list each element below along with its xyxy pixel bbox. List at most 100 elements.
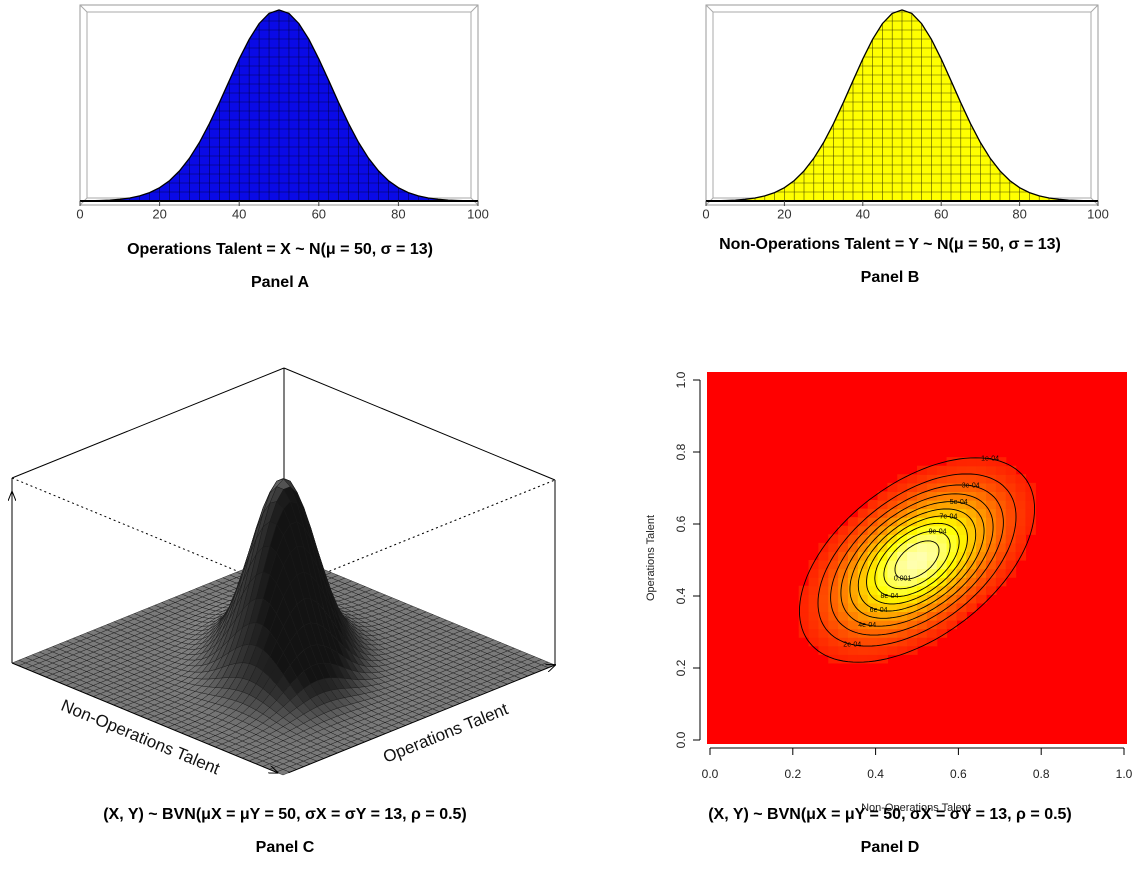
heat-cell: [926, 594, 938, 604]
heat-cell: [917, 474, 928, 484]
heat-cell: [1015, 517, 1027, 527]
heat-cell: [995, 577, 1007, 587]
heat-cell: [857, 620, 869, 630]
surface: [11, 477, 556, 776]
heat-cell: [838, 585, 849, 595]
heat-cell: [877, 620, 889, 630]
caption: (X, Y) ~ BVN(μX = μY = 50, σX = σY = 13,…: [708, 806, 1072, 823]
contour-line: [849, 501, 985, 619]
heat-cell: [946, 577, 958, 587]
heat-cell: [966, 568, 977, 578]
box-edge: [1090, 4, 1099, 13]
heat-cell: [986, 568, 997, 578]
heat-cell: [936, 585, 948, 595]
x-tick-label: 40: [232, 206, 246, 221]
heat-cell: [907, 628, 918, 638]
density-curve: [79, 9, 479, 202]
heat-cell: [828, 534, 839, 544]
heat-cell: [887, 645, 898, 655]
heat-cell: [976, 500, 987, 510]
heat-cell: [877, 594, 889, 604]
density-curve: [705, 9, 1099, 202]
heat-cell: [926, 534, 938, 544]
heat-cell: [986, 482, 997, 493]
heat-cell: [995, 491, 1007, 501]
heat-cell: [926, 474, 938, 484]
heat-cell: [897, 585, 908, 595]
heat-cell: [1015, 491, 1027, 501]
heat-cell: [946, 611, 958, 621]
panel-label: Panel C: [256, 839, 315, 856]
heat-cell: [946, 508, 958, 518]
x-tick-label: 80: [391, 206, 405, 221]
heat-cell: [867, 594, 879, 604]
heat-cell: [986, 517, 997, 527]
heat-cell: [897, 500, 908, 510]
heat-cell: [887, 534, 898, 544]
contour-label: 1e-04: [981, 456, 999, 463]
heat-cell: [966, 585, 977, 595]
heat-cell: [917, 465, 928, 475]
heat-cell: [877, 645, 889, 655]
heat-cell: [966, 577, 977, 587]
heat-cell: [887, 602, 898, 613]
heat-cell: [917, 525, 928, 535]
heat-cell: [848, 542, 859, 553]
mesh: [706, 9, 1098, 201]
heat-cell: [926, 525, 938, 535]
heat-cell: [946, 551, 958, 561]
heat-cell: [926, 517, 938, 527]
axis-arrow: [11, 662, 278, 773]
heat-cell: [936, 482, 948, 493]
heat-cell: [818, 551, 829, 561]
heat-cell: [848, 560, 859, 570]
heat-cell: [867, 500, 879, 510]
heat-cell: [946, 525, 958, 535]
heat-cell: [1005, 482, 1017, 493]
heat-cell: [956, 465, 967, 475]
heat-cell: [848, 628, 859, 638]
heat-cell: [887, 560, 898, 570]
heat-cell: [838, 611, 849, 621]
contour-line: [866, 515, 968, 605]
heat-cell: [887, 482, 898, 493]
heat-cell: [848, 577, 859, 587]
heat-cell: [946, 585, 958, 595]
heat-cell: [1025, 508, 1036, 518]
heat-cell: [907, 568, 918, 578]
heat-cell: [966, 534, 977, 544]
heat-cell: [857, 517, 869, 527]
heat-cell: [907, 620, 918, 630]
heat-cell: [798, 602, 810, 613]
heat-cell: [936, 551, 948, 561]
heat-cell: [828, 568, 839, 578]
heat-cell: [956, 568, 967, 578]
heat-cell: [867, 628, 879, 638]
heat-cell: [946, 594, 958, 604]
heat-cell: [818, 611, 829, 621]
heat-cell: [867, 602, 879, 613]
heat-cell: [976, 560, 987, 570]
box-edge: [79, 4, 88, 13]
heat-cell: [877, 491, 889, 501]
heat-cell: [1015, 534, 1027, 544]
heat-cell: [986, 525, 997, 535]
heat-cell: [966, 457, 977, 467]
heat-cell: [917, 482, 928, 493]
heat-cell: [848, 654, 859, 664]
heat-cell: [828, 542, 839, 553]
heat-cell: [897, 508, 908, 518]
contour-label: 7e-04: [939, 513, 957, 520]
heat-cell: [867, 568, 879, 578]
heat-cell: [936, 568, 948, 578]
heat-cell: [956, 585, 967, 595]
caption: Non-Operations Talent = Y ~ N(μ = 50, σ …: [719, 236, 1061, 253]
heat-cell: [887, 568, 898, 578]
heat-cell: [966, 602, 977, 613]
heat-cell: [956, 482, 967, 493]
heat-cell: [857, 525, 869, 535]
heat-cell: [1025, 491, 1036, 501]
heat-cell: [867, 620, 879, 630]
heat-cell: [946, 500, 958, 510]
x-tick-label: 40: [856, 206, 870, 221]
